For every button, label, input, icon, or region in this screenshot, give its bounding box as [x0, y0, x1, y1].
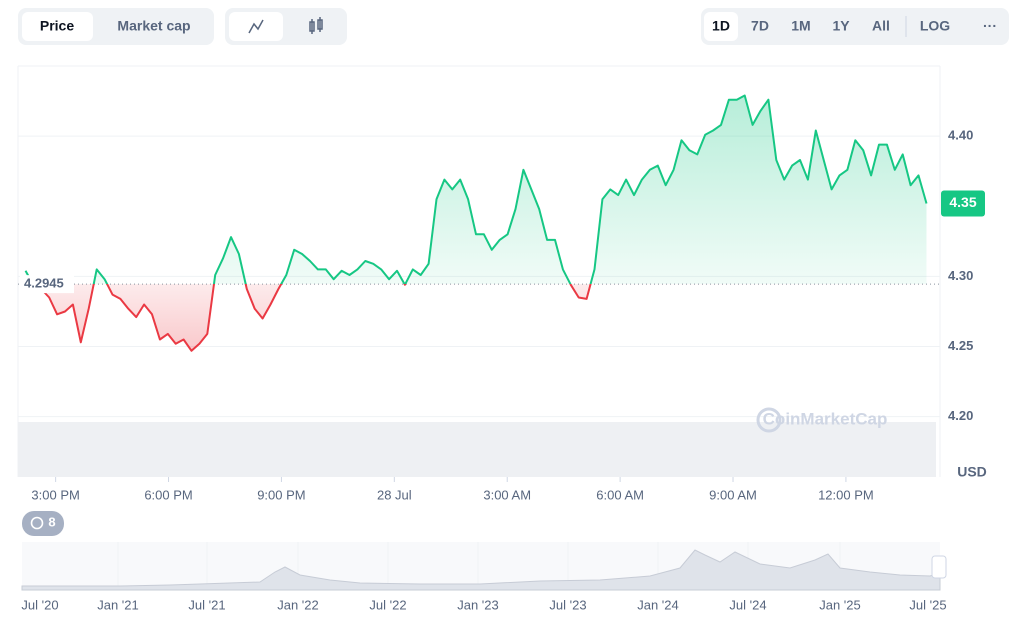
range-active[interactable]: [704, 12, 738, 41]
candle-icon[interactable]: [309, 17, 323, 34]
x-tick-label: 9:00 AM: [709, 487, 757, 502]
x-tick-label: 28 Jul: [377, 487, 412, 502]
x-tick-label: 6:00 PM: [144, 487, 192, 502]
range-button[interactable]: 7D: [751, 18, 769, 34]
x-tick-label: 6:00 AM: [596, 487, 644, 502]
watermark: CoinMarketCap: [763, 409, 888, 428]
watermark-logo: [756, 407, 782, 433]
navigator-label: Jul '22: [369, 597, 406, 612]
last-price-label: 4.35: [949, 194, 976, 210]
range-button[interactable]: 1M: [791, 18, 810, 34]
navigator-label: Jul '24: [729, 597, 766, 612]
range-button[interactable]: 1D: [712, 18, 730, 34]
range-button[interactable]: 1Y: [832, 18, 850, 34]
y-tick-label: 4.20: [948, 408, 973, 423]
navigator-label: Jan '24: [637, 597, 679, 612]
range-button[interactable]: All: [872, 18, 890, 34]
range-group: [701, 8, 1009, 45]
more-button[interactable]: ···: [983, 18, 997, 34]
y-tick-label: 4.40: [948, 128, 973, 143]
navigator-handle[interactable]: [931, 555, 947, 579]
navigator-label: Jul '25: [909, 597, 946, 612]
range-button[interactable]: LOG: [920, 18, 950, 34]
y-tick-label: 4.30: [948, 268, 973, 283]
navigator-label: Jul '20: [21, 597, 58, 612]
tab-active[interactable]: [22, 12, 93, 41]
baseline-label: 4.2945: [24, 276, 64, 291]
navigator-label: Jan '22: [277, 597, 319, 612]
navigator-label: Jan '23: [457, 597, 499, 612]
y-tick-label: 4.25: [948, 338, 973, 353]
tab[interactable]: Market cap: [117, 18, 190, 34]
navigator-label: Jul '23: [549, 597, 586, 612]
line-icon: [248, 19, 264, 34]
navigator-label: Jan '25: [819, 597, 861, 612]
baseline-label-bg: [20, 275, 74, 294]
last-price-tag: [941, 190, 985, 217]
tab[interactable]: Price: [40, 18, 74, 34]
navigator-label: Jul '21: [188, 597, 225, 612]
navigator-series: [21, 549, 941, 591]
x-tick-label: 3:00 PM: [31, 487, 79, 502]
y-unit: USD: [957, 464, 987, 480]
x-tick-label: 12:00 PM: [818, 487, 874, 502]
price-line: [24, 94, 928, 352]
history-count[interactable]: 8: [48, 514, 55, 529]
navigator-label: Jan '21: [97, 597, 139, 612]
x-tick-label: 3:00 AM: [483, 487, 531, 502]
history-icon: [30, 516, 44, 530]
x-tick-label: 9:00 PM: [257, 487, 305, 502]
area: [25, 95, 927, 351]
volume-band: [18, 422, 936, 477]
